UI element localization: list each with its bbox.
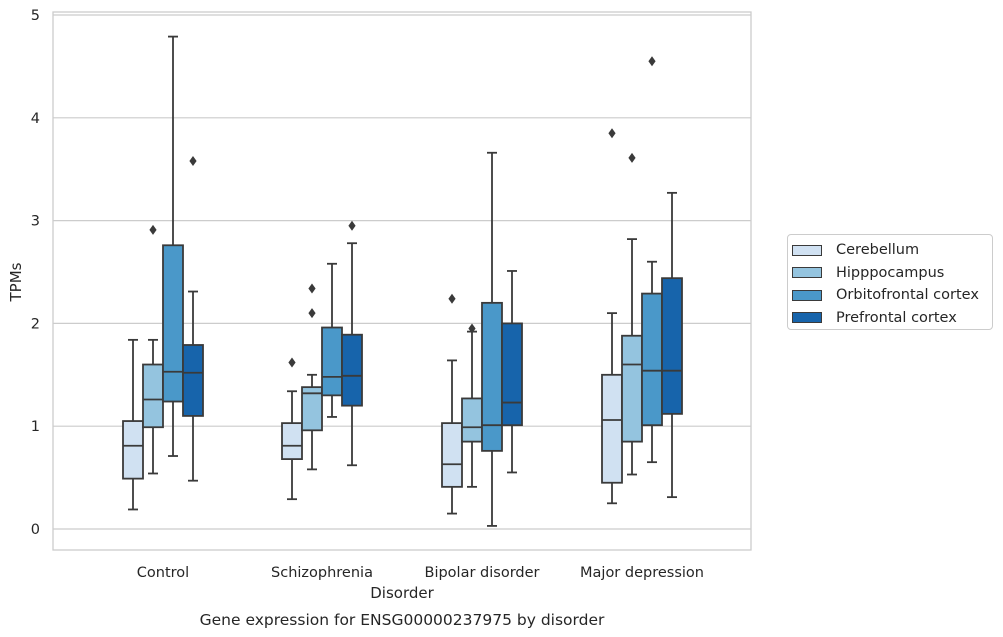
- box-iqr: [122, 420, 144, 480]
- x-tick-label: Bipolar disorder: [425, 565, 540, 581]
- box: [661, 191, 683, 499]
- box: [142, 224, 164, 475]
- legend: Cerebellum Hipppocampus Orbitofrontal cort…: [787, 234, 993, 330]
- box: [441, 293, 463, 515]
- legend-swatch: [792, 244, 822, 256]
- y-tick-label: 5: [31, 8, 40, 24]
- legend-item: Prefrontal cortex: [792, 307, 992, 330]
- legend-label: Hipppocampus: [836, 264, 945, 281]
- legend-swatch: [792, 312, 822, 324]
- outlier-point: [288, 357, 296, 368]
- box-iqr: [142, 363, 164, 429]
- chart-title: Gene expression for ENSG00000237975 by d…: [200, 611, 605, 629]
- y-axis-label: TPMs: [7, 262, 25, 302]
- x-tick-label: Schizophrenia: [271, 565, 373, 581]
- box-iqr: [321, 326, 343, 397]
- outlier-point: [149, 224, 157, 235]
- legend-item: Hipppocampus: [792, 262, 992, 285]
- box-series: [122, 35, 683, 527]
- box: [182, 155, 204, 482]
- outlier-point: [608, 128, 616, 139]
- outlier-point: [308, 308, 316, 319]
- box: [301, 283, 323, 471]
- outlier-point: [308, 283, 316, 294]
- outlier-point: [648, 56, 656, 67]
- box-iqr: [281, 422, 303, 460]
- legend-swatch: [792, 267, 822, 279]
- box-iqr: [182, 344, 204, 417]
- box-iqr: [641, 292, 663, 427]
- box-iqr: [441, 422, 463, 488]
- box-iqr: [461, 397, 483, 443]
- outlier-point: [628, 152, 636, 163]
- outlier-point: [468, 323, 476, 334]
- box: [461, 323, 483, 488]
- box: [321, 262, 343, 418]
- legend-item: Orbitofrontal cortex: [792, 284, 992, 307]
- box-iqr: [661, 277, 683, 415]
- x-tick-labels: Control Schizophrenia Bipolar disorder Majo…: [137, 565, 704, 581]
- y-tick-label: 4: [31, 111, 40, 127]
- box: [601, 128, 623, 505]
- box: [122, 338, 144, 511]
- y-tick-label: 0: [31, 522, 40, 538]
- legend-item: Cerebellum: [792, 239, 992, 262]
- box: [162, 35, 184, 457]
- legend-swatch: [792, 289, 822, 301]
- outlier-point: [448, 293, 456, 304]
- outlier-point: [189, 155, 197, 166]
- box-iqr: [301, 386, 323, 432]
- box-iqr: [601, 373, 623, 484]
- outlier-point: [348, 220, 356, 231]
- box: [281, 357, 303, 501]
- legend-label: Cerebellum: [836, 242, 920, 259]
- y-tick-label: 2: [31, 316, 40, 332]
- box-iqr: [501, 322, 523, 427]
- y-tick-label: 3: [31, 214, 40, 230]
- box-iqr: [162, 244, 184, 403]
- x-tick-label: Major depression: [580, 565, 704, 581]
- box: [501, 270, 523, 474]
- plot-area: [52, 11, 752, 551]
- x-axis-label: Disorder: [370, 584, 434, 602]
- x-tick-label: Control: [137, 565, 189, 581]
- box-iqr: [481, 301, 503, 452]
- y-tick-label: 1: [31, 419, 40, 435]
- y-tick-labels: 0 1 2 3 4 5: [31, 8, 40, 538]
- legend-label: Prefrontal cortex: [836, 309, 957, 326]
- box-iqr: [621, 334, 643, 443]
- box-iqr: [341, 333, 363, 407]
- legend-label: Orbitofrontal cortex: [836, 287, 979, 304]
- box: [341, 220, 363, 467]
